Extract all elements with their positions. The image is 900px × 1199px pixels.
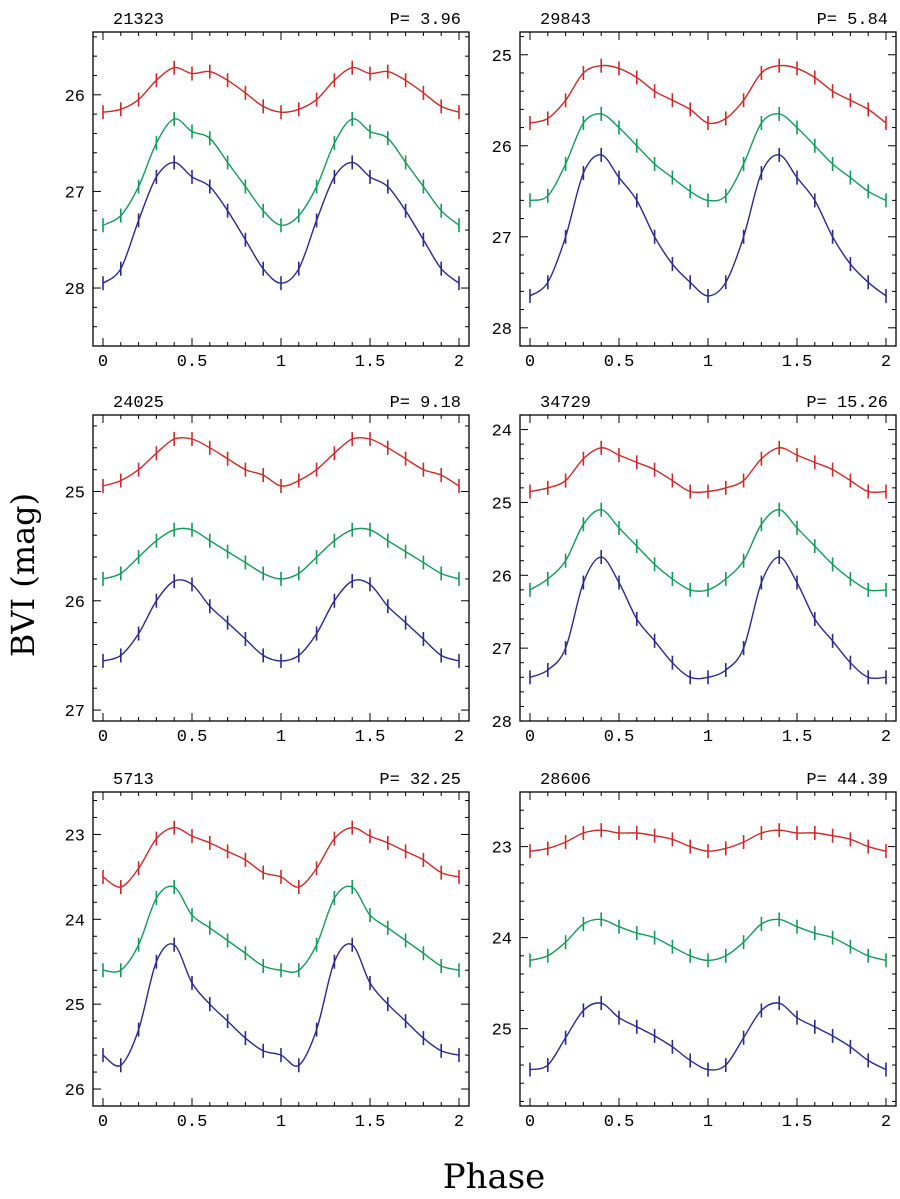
y-tick-label: 27 <box>492 641 512 660</box>
x-tick-label: 1 <box>703 728 713 747</box>
x-tick-label: 0.5 <box>604 1113 635 1132</box>
panel-frame <box>92 414 470 722</box>
period-label: P= 3.96 <box>390 11 461 30</box>
x-tick-label: 2 <box>881 728 891 747</box>
x-tick-label: 0.5 <box>177 728 208 747</box>
y-tick-label: 25 <box>492 1022 512 1041</box>
y-tick-label: 26 <box>492 568 512 587</box>
x-tick-label: 0.5 <box>177 1113 208 1132</box>
x-tick-label: 2 <box>454 353 464 372</box>
panel-29843: 29843 P= 5.84 0 0.5 1 1.5 2 25 26 27 28 <box>492 11 897 372</box>
x-tick-label: 1.5 <box>355 353 386 372</box>
x-tick-label: 1.5 <box>782 728 813 747</box>
panel-5713: 5713 P= 32.25 0 0.5 1 1.5 2 23 24 25 26 <box>65 771 470 1132</box>
y-tick-label: 23 <box>492 840 512 859</box>
x-tick-label: 0 <box>98 353 108 372</box>
period-label: P= 32.25 <box>379 771 461 790</box>
figure-xlabel: Phase <box>443 1157 546 1197</box>
x-tick-label: 0.5 <box>604 728 635 747</box>
y-tick-label: 26 <box>65 88 85 107</box>
x-tick-label: 1.5 <box>355 728 386 747</box>
x-tick-label: 0.5 <box>604 353 635 372</box>
y-tick-label: 28 <box>65 281 85 300</box>
figure-ylabel: BVI (mag) <box>4 493 42 657</box>
y-tick-label: 24 <box>492 931 512 950</box>
star-id: 21323 <box>113 11 164 30</box>
x-tick-label: 2 <box>454 728 464 747</box>
x-tick-label: 2 <box>881 353 891 372</box>
panel-grid: 21323 P= 3.96 0 0.5 1 1.5 2 26 27 28 29843 P= 5.84 0… <box>65 11 897 1132</box>
panel-21323: 21323 P= 3.96 0 0.5 1 1.5 2 26 27 28 <box>65 11 470 372</box>
period-label: P= 9.18 <box>390 394 461 413</box>
y-tick-label: 27 <box>65 703 85 722</box>
y-tick-label: 27 <box>492 230 512 249</box>
y-tick-label: 25 <box>65 485 85 504</box>
panel-frame <box>519 791 897 1107</box>
star-id: 24025 <box>113 394 164 413</box>
x-tick-label: 0 <box>98 728 108 747</box>
period-label: P= 5.84 <box>817 11 888 30</box>
x-tick-label: 1 <box>276 353 286 372</box>
panel-frame <box>92 31 470 347</box>
y-tick-label: 23 <box>65 827 85 846</box>
series-B-line <box>529 556 887 680</box>
x-tick-label: 1.5 <box>355 1113 386 1132</box>
star-id: 28606 <box>540 771 591 790</box>
y-tick-label: 26 <box>65 594 85 613</box>
star-id: 29843 <box>540 11 591 30</box>
x-tick-label: 2 <box>881 1113 891 1132</box>
x-tick-label: 0 <box>98 1113 108 1132</box>
y-tick-label: 25 <box>492 495 512 514</box>
x-tick-label: 1 <box>703 1113 713 1132</box>
period-label: P= 15.26 <box>806 394 888 413</box>
x-tick-label: 0.5 <box>177 353 208 372</box>
x-tick-label: 1 <box>276 1113 286 1132</box>
panel-28606: 28606 P= 44.39 0 0.5 1 1.5 2 23 24 25 <box>492 771 897 1132</box>
y-tick-label: 24 <box>492 423 512 442</box>
panel-34729: 34729 P= 15.26 0 0.5 1 1.5 2 24 25 26 27 28 <box>492 394 897 747</box>
x-tick-label: 1.5 <box>782 353 813 372</box>
y-tick-label: 25 <box>65 997 85 1016</box>
x-tick-label: 0 <box>525 353 535 372</box>
x-tick-label: 0 <box>525 1113 535 1132</box>
x-tick-label: 0 <box>525 728 535 747</box>
star-id: 34729 <box>540 394 591 413</box>
y-tick-label: 28 <box>492 714 512 733</box>
y-tick-label: 24 <box>65 912 85 931</box>
x-tick-label: 1.5 <box>782 1113 813 1132</box>
period-label: P= 44.39 <box>806 771 888 790</box>
y-tick-label: 25 <box>492 48 512 67</box>
y-tick-label: 26 <box>492 139 512 158</box>
y-tick-label: 27 <box>65 184 85 203</box>
x-tick-label: 2 <box>454 1113 464 1132</box>
x-tick-label: 1 <box>703 353 713 372</box>
y-tick-label: 26 <box>65 1082 85 1101</box>
panel-24025: 24025 P= 9.18 0 0.5 1 1.5 2 25 26 27 <box>65 394 470 747</box>
star-id: 5713 <box>113 771 154 790</box>
x-tick-label: 1 <box>276 728 286 747</box>
y-tick-label: 28 <box>492 321 512 340</box>
